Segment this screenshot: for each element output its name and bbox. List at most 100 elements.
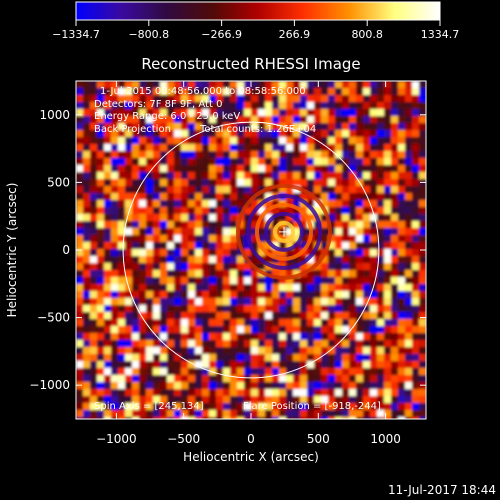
- image-pixel: [384, 270, 392, 278]
- image-pixel: [265, 228, 273, 236]
- image-pixel: [160, 200, 168, 208]
- image-pixel: [370, 144, 378, 152]
- image-pixel: [118, 116, 126, 124]
- image-pixel: [188, 312, 196, 320]
- image-pixel: [300, 144, 308, 152]
- image-pixel: [265, 319, 273, 327]
- image-pixel: [132, 179, 140, 187]
- image-pixel: [293, 375, 301, 383]
- image-pixel: [363, 235, 371, 243]
- image-pixel: [97, 242, 105, 250]
- image-pixel: [377, 186, 385, 194]
- image-pixel: [181, 102, 189, 110]
- image-pixel: [167, 172, 175, 180]
- image-pixel: [202, 291, 210, 299]
- image-pixel: [111, 305, 119, 313]
- image-pixel: [251, 284, 259, 292]
- image-pixel: [307, 179, 315, 187]
- image-pixel: [139, 291, 147, 299]
- image-pixel: [363, 116, 371, 124]
- image-pixel: [237, 340, 245, 348]
- image-pixel: [216, 137, 224, 145]
- image-pixel: [174, 81, 182, 89]
- image-pixel: [419, 403, 426, 411]
- colorbar-tick-label: −266.9: [201, 28, 242, 41]
- image-pixel: [125, 130, 133, 138]
- image-pixel: [412, 270, 420, 278]
- timestamp: 11-Jul-2017 18:44: [388, 483, 496, 497]
- image-pixel: [97, 102, 105, 110]
- image-pixel: [342, 375, 350, 383]
- image-pixel: [377, 109, 385, 117]
- image-pixel: [370, 249, 378, 257]
- image-pixel: [146, 333, 154, 341]
- image-pixel: [202, 249, 210, 257]
- image-pixel: [293, 200, 301, 208]
- image-pixel: [370, 116, 378, 124]
- image-pixel: [118, 277, 126, 285]
- image-pixel: [174, 403, 182, 411]
- image-pixel: [384, 291, 392, 299]
- image-pixel: [335, 417, 343, 419]
- image-pixel: [377, 319, 385, 327]
- image-pixel: [104, 200, 112, 208]
- image-pixel: [314, 102, 322, 110]
- image-pixel: [356, 235, 364, 243]
- image-pixel: [230, 242, 238, 250]
- image-pixel: [370, 235, 378, 243]
- image-pixel: [419, 417, 426, 419]
- image-pixel: [300, 109, 308, 117]
- image-pixel: [258, 81, 266, 89]
- image-pixel: [83, 109, 91, 117]
- image-pixel: [349, 270, 357, 278]
- image-pixel: [167, 361, 175, 369]
- image-pixel: [111, 102, 119, 110]
- image-pixel: [328, 263, 336, 271]
- image-pixel: [419, 221, 426, 229]
- image-pixel: [118, 347, 126, 355]
- image-pixel: [349, 200, 357, 208]
- image-pixel: [90, 242, 98, 250]
- image-pixel: [356, 151, 364, 159]
- image-pixel: [377, 375, 385, 383]
- image-pixel: [153, 193, 161, 201]
- image-pixel: [160, 242, 168, 250]
- image-pixel: [125, 165, 133, 173]
- image-pixel: [279, 389, 287, 397]
- image-pixel: [391, 361, 399, 369]
- image-pixel: [216, 179, 224, 187]
- image-pixel: [111, 221, 119, 229]
- image-pixel: [321, 284, 329, 292]
- image-pixel: [349, 221, 357, 229]
- image-pixel: [195, 417, 203, 419]
- image-pixel: [398, 193, 406, 201]
- image-pixel: [251, 298, 259, 306]
- image-pixel: [97, 396, 105, 404]
- image-pixel: [349, 389, 357, 397]
- image-pixel: [272, 417, 280, 419]
- image-pixel: [370, 361, 378, 369]
- image-pixel: [300, 88, 308, 96]
- image-pixel: [237, 417, 245, 419]
- image-pixel: [349, 410, 357, 418]
- image-pixel: [405, 277, 413, 285]
- image-pixel: [244, 186, 252, 194]
- image-pixel: [223, 102, 231, 110]
- image-pixel: [300, 263, 308, 271]
- image-pixel: [146, 396, 154, 404]
- image-pixel: [188, 179, 196, 187]
- image-pixel: [97, 95, 105, 103]
- image-pixel: [237, 312, 245, 320]
- image-pixel: [335, 144, 343, 152]
- image-pixel: [328, 256, 336, 264]
- image-pixel: [258, 368, 266, 376]
- image-pixel: [223, 179, 231, 187]
- image-pixel: [209, 291, 217, 299]
- image-pixel: [139, 193, 147, 201]
- image-pixel: [181, 95, 189, 103]
- image-pixel: [76, 389, 84, 397]
- image-pixel: [384, 116, 392, 124]
- image-pixel: [286, 249, 294, 257]
- image-pixel: [188, 116, 196, 124]
- image-pixel: [97, 221, 105, 229]
